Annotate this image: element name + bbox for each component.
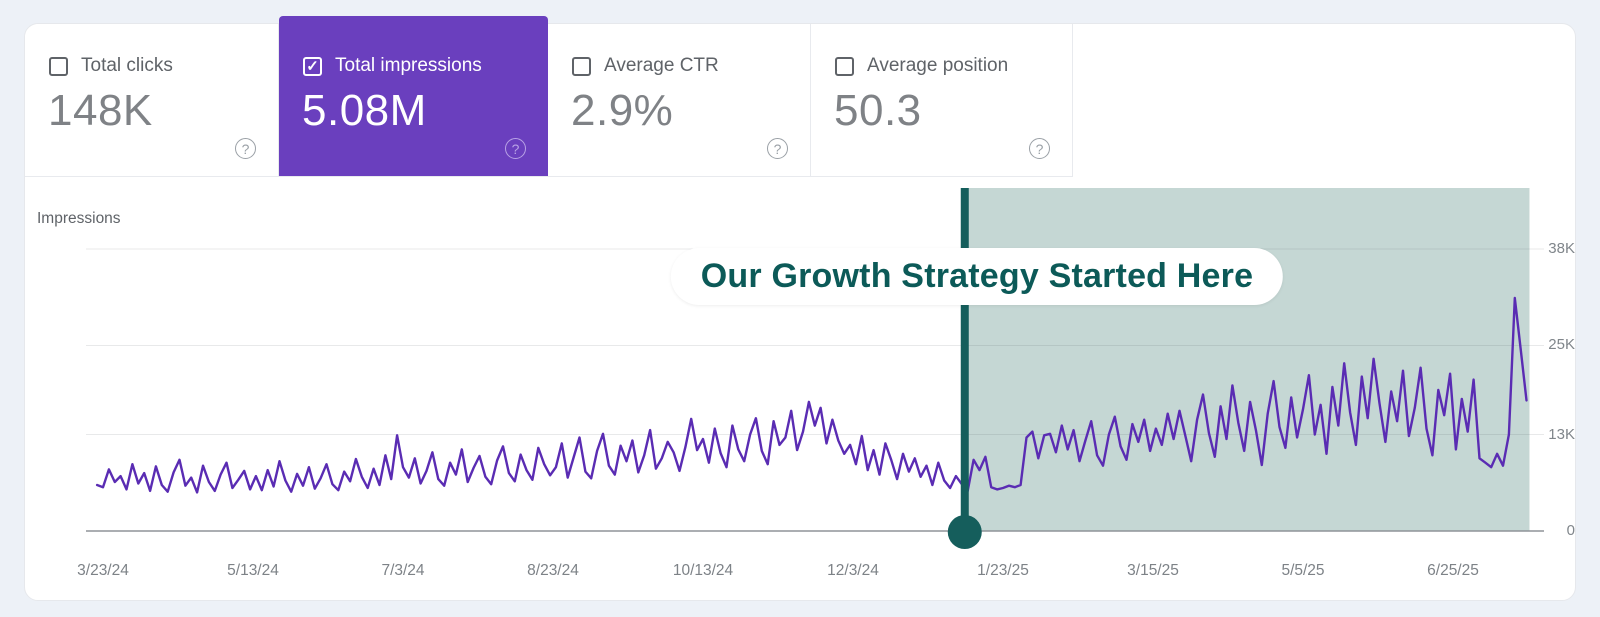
help-icon[interactable]: ? (505, 138, 526, 159)
metric-label: Total clicks (81, 55, 173, 76)
metric-cards-row: Total clicks 148K ? ✓ Total impressions … (25, 16, 1073, 177)
y-tick-label: 25K (1548, 336, 1575, 354)
help-icon[interactable]: ? (1029, 138, 1050, 159)
checkbox-average-ctr[interactable] (572, 56, 591, 76)
checkbox-average-position[interactable] (835, 56, 854, 76)
x-tick-label: 8/23/24 (527, 562, 579, 579)
x-tick-label: 3/15/25 (1127, 562, 1179, 579)
card-head: ✓ Total impressions (303, 55, 482, 77)
metric-value: 148K (48, 86, 153, 135)
x-tick-label: 10/13/24 (672, 562, 734, 579)
card-head: Average CTR (572, 55, 719, 77)
metric-card-average-ctr[interactable]: Average CTR 2.9% ? (548, 24, 811, 176)
x-tick-label: 3/23/24 (77, 562, 129, 579)
metric-value: 50.3 (834, 86, 922, 135)
impressions-line-chart (86, 188, 1544, 549)
highlight-region (964, 188, 1530, 531)
growth-annotation-text: Our Growth Strategy Started Here (700, 257, 1254, 295)
performance-panel: Total clicks 148K ? ✓ Total impressions … (24, 16, 1576, 601)
x-tick-label: 12/3/24 (827, 562, 879, 579)
help-icon[interactable]: ? (767, 138, 788, 159)
x-tick-label: 5/13/24 (227, 562, 279, 579)
strategy-start-marker-dot (947, 515, 982, 549)
strategy-start-marker-line (960, 188, 969, 525)
y-tick-label: 38K (1548, 240, 1575, 257)
impressions-series-line (95, 296, 1528, 494)
checkbox-total-impressions[interactable]: ✓ (303, 56, 322, 76)
card-head: Average position (835, 55, 1008, 77)
metric-label: Total impressions (335, 55, 482, 76)
metric-value: 5.08M (302, 86, 427, 135)
metric-label: Average CTR (604, 55, 719, 76)
x-tick-label: 1/23/25 (977, 562, 1029, 579)
x-tick-label: 5/5/25 (1281, 562, 1325, 579)
x-tick-label: 6/25/25 (1427, 562, 1479, 579)
metric-card-average-position[interactable]: Average position 50.3 ? (811, 24, 1073, 176)
metric-label: Average position (867, 55, 1009, 76)
metric-value: 2.9% (571, 86, 674, 135)
x-tick-label: 7/3/24 (381, 562, 425, 579)
metric-card-total-clicks[interactable]: Total clicks 148K ? (25, 24, 279, 176)
y-tick-label: 0 (1566, 522, 1575, 539)
checkbox-total-clicks[interactable] (49, 56, 68, 76)
y-tick-label: 13K (1548, 425, 1575, 443)
metric-card-total-impressions[interactable]: ✓ Total impressions 5.08M ? (279, 16, 548, 176)
y-axis-title: Impressions (37, 210, 121, 227)
card-head: Total clicks (49, 55, 173, 77)
help-icon[interactable]: ? (235, 138, 256, 159)
growth-annotation-pill: Our Growth Strategy Started Here (670, 248, 1284, 305)
